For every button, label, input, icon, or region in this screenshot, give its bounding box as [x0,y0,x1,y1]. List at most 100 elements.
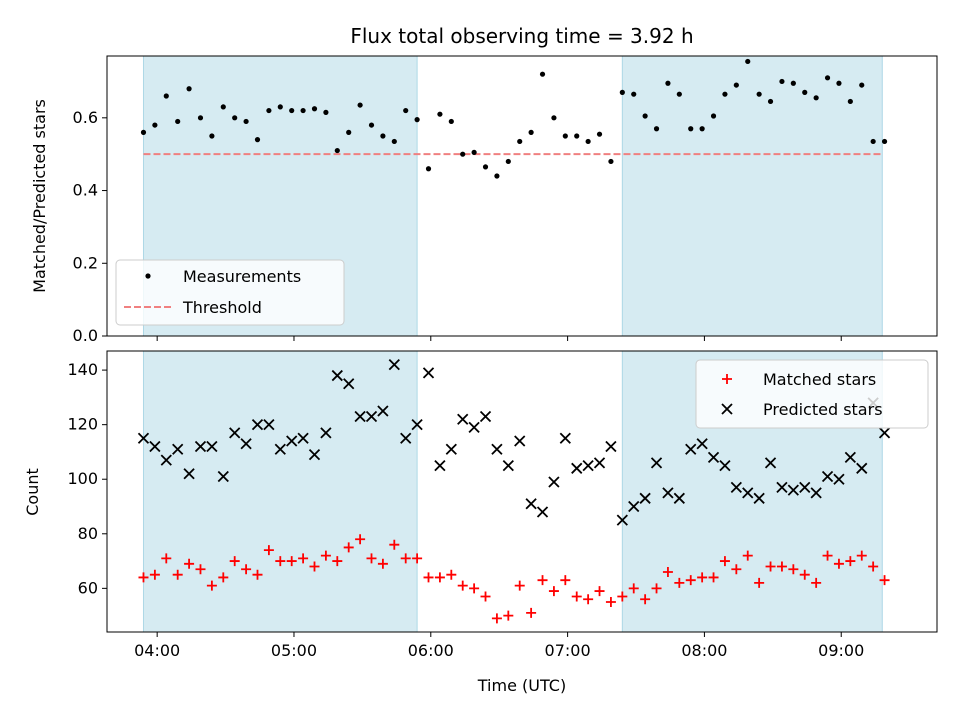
point-measurements-40 [596,131,603,137]
point-matched-stars-47 [674,577,685,588]
point-matched-stars-11 [263,545,274,556]
point-matched-stars-30 [480,591,491,602]
point-measurements-46 [665,80,671,86]
point-measurements-37 [562,133,568,139]
point-matched-stars-38 [571,591,582,602]
point-predicted-stars-52 [730,481,742,494]
point-measurements-18 [346,129,352,135]
point-predicted-stars-54 [753,492,765,504]
y-tick-label-3: 0.6 [73,108,98,127]
point-predicted-stars-22 [388,359,400,371]
point-predicted-stars-39 [582,459,594,472]
x-tick-label-2: 06:00 [408,641,454,660]
y-axis-label-count: Count [23,468,42,516]
point-matched-stars-56 [776,561,787,572]
point-measurements-31 [494,173,500,179]
y-tick-label-1: 0.2 [73,253,98,272]
point-predicted-stars-1 [149,440,161,453]
y-tick-label-0: 0.0 [73,326,98,345]
point-predicted-stars-35 [536,506,549,518]
legend-label-measurements: Measurements [183,267,301,286]
point-measurements-15 [311,106,318,112]
point-measurements-45 [653,126,660,132]
point-predicted-stars-16 [320,427,332,439]
point-predicted-stars-6 [206,440,218,453]
point-predicted-stars-24 [411,419,423,431]
point-measurements-42 [619,89,625,95]
point-predicted-stars-2 [160,454,172,466]
x-tick-label-5: 09:00 [818,641,864,660]
point-matched-stars-42 [617,591,628,602]
point-predicted-stars-58 [799,481,811,494]
x-tick-label-0: 04:00 [134,641,180,660]
point-measurements-8 [232,115,238,121]
chart-title: Flux total observing time = 3.92 h [350,24,693,48]
point-measurements-25 [425,166,432,172]
point-predicted-stars-47 [673,492,685,504]
point-predicted-stars-8 [229,427,241,439]
legend-label-matched: Matched stars [763,370,876,389]
point-predicted-stars-34 [525,498,537,510]
axes-frame [106,55,938,337]
point-matched-stars-48 [685,575,696,586]
point-predicted-stars-31 [491,443,503,455]
y-tick-label-1: 80 [78,524,98,543]
point-measurements-65 [881,138,888,145]
point-matched-stars-44 [640,594,651,605]
point-predicted-stars-29 [468,421,480,434]
point-matched-stars-7 [218,572,229,583]
point-predicted-stars-15 [308,449,321,461]
legend-box [115,259,345,326]
point-measurements-29 [471,149,477,155]
point-measurements-13 [289,107,295,114]
point-matched-stars-1 [149,569,160,580]
point-measurements-21 [380,133,386,139]
shaded-interval-0 [142,350,418,633]
point-matched-stars-29 [469,583,480,594]
point-predicted-stars-63 [856,462,868,474]
point-predicted-stars-59 [810,487,822,499]
point-predicted-stars-41 [605,440,617,453]
point-predicted-stars-48 [685,443,697,455]
panel-counts: 60 80 100 120 140 04:00 05:00 06:00 07:00 08:00 09… [67,350,938,660]
point-measurements-33 [517,138,523,145]
point-predicted-stars-30 [479,410,492,423]
point-predicted-stars-45 [650,457,663,469]
point-predicted-stars-36 [548,476,560,488]
point-measurements-16 [323,109,329,115]
point-matched-stars-40 [594,586,605,597]
point-predicted-stars-17 [331,369,343,382]
point-predicted-stars-27 [445,443,457,455]
point-matched-stars-36 [548,586,559,597]
point-measurements-23 [403,107,409,114]
legend: Matched stars Predicted stars [695,359,929,429]
point-measurements-30 [482,164,489,170]
point-measurements-9 [243,118,249,125]
y-tick-label-4: 140 [67,360,98,379]
point-predicted-stars-40 [593,457,606,469]
point-matched-stars-53 [742,550,753,561]
point-predicted-stars-19 [354,410,366,423]
point-predicted-stars-53 [742,487,754,499]
point-predicted-stars-46 [662,487,674,499]
point-measurements-39 [585,138,591,145]
point-matched-stars-35 [537,575,548,586]
point-predicted-stars-26 [434,459,446,472]
y-tick-label-3: 120 [67,415,98,434]
point-measurements-52 [733,82,739,88]
point-measurements-10 [254,137,261,143]
point-predicted-stars-25 [422,367,435,379]
point-matched-stars-54 [754,577,765,588]
point-measurements-17 [334,147,340,154]
point-measurements-6 [209,133,215,139]
point-measurements-1 [152,122,158,128]
point-matched-stars-65 [879,575,890,586]
point-measurements-47 [676,91,682,97]
legend-box [695,359,929,429]
x-tick-label-3: 07:00 [545,641,591,660]
point-predicted-stars-42 [616,514,628,526]
point-matched-stars-23 [400,553,411,564]
point-predicted-stars-20 [365,410,378,423]
point-matched-stars-37 [560,575,571,586]
point-matched-stars-49 [697,572,708,583]
